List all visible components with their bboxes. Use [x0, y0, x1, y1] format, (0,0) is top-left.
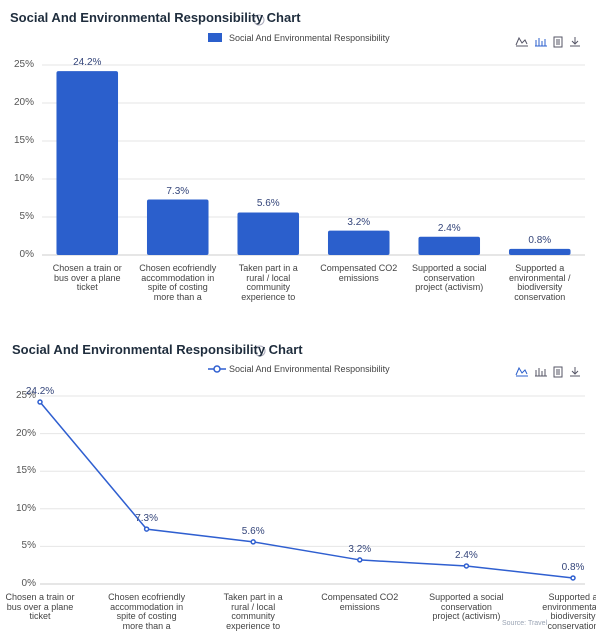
help-icon[interactable]	[253, 14, 266, 357]
x-tick-label: Supported a environmental / biodiversity…	[506, 264, 574, 302]
x-tick-label: Supported a environmental / biodiversity…	[539, 593, 596, 631]
point	[250, 539, 256, 545]
y-tick-label: 20%	[15, 427, 36, 439]
point	[143, 526, 150, 532]
line	[39, 401, 574, 579]
chart-title: Social And Environmental Responsibility …	[12, 342, 303, 357]
data-label: 3.2%	[348, 543, 372, 555]
y-tick-label: 20%	[13, 97, 34, 108]
y-tick-label: 15%	[13, 135, 34, 146]
x-tick-label: Chosen ecofriendly accommodation in spit…	[108, 593, 186, 631]
y-tick-label: 10%	[13, 173, 34, 184]
data-label: 7.3%	[166, 185, 190, 197]
chart-title: Social And Environmental Responsibility …	[10, 10, 301, 25]
bar	[508, 248, 571, 255]
data-label: 24.2%	[73, 57, 102, 69]
y-tick-label: 10%	[15, 502, 36, 514]
x-tick-label: Supported a social conservation project …	[411, 264, 487, 292]
x-tick-label: Compensated CO2 emissions	[320, 264, 398, 283]
data-label: 5.6%	[256, 198, 280, 210]
data-label: 2.4%	[437, 222, 461, 234]
bar	[237, 212, 300, 255]
toolbar[interactable]	[515, 36, 580, 378]
data-label: 2.4%	[454, 549, 478, 561]
x-tick-label: Chosen ecofriendly accommodation in spit…	[139, 264, 217, 302]
x-tick-label: Supported a social conservation project …	[429, 593, 504, 621]
data-label: 0.8%	[528, 234, 552, 246]
y-tick-label: 0%	[21, 578, 36, 589]
data-label: 0.8%	[561, 561, 585, 573]
legend-label: Social And Environmental Responsibility	[229, 364, 390, 374]
source-note: Source: Travel	[502, 620, 548, 627]
y-tick-label: 5%	[21, 540, 36, 552]
data-label: 5.6%	[241, 525, 265, 537]
bar	[418, 236, 481, 255]
y-tick-label: 0%	[19, 249, 34, 260]
point	[357, 557, 363, 563]
x-tick-label: Chosen a train or bus over a plane ticke…	[5, 593, 75, 621]
x-tick-label: Taken part in a rural / local community …	[238, 264, 298, 302]
bar	[327, 230, 390, 255]
y-tick-label: 25%	[13, 59, 34, 70]
legend-label: Social And Environmental Responsibility	[229, 33, 390, 43]
bar	[146, 199, 209, 255]
bar	[56, 71, 119, 255]
x-tick-label: Compensated CO2 emissions	[321, 593, 399, 612]
y-tick-label: 5%	[19, 211, 34, 222]
x-tick-label: Chosen a train or bus over a plane ticke…	[52, 264, 122, 292]
data-label: 7.3%	[135, 513, 158, 525]
legend-swatch	[208, 33, 222, 42]
point	[570, 575, 576, 581]
data-label: 3.2%	[347, 216, 371, 228]
legend-swatch	[213, 365, 221, 373]
point	[37, 399, 43, 405]
data-label: 24.2%	[25, 386, 55, 398]
y-tick-label: 15%	[15, 465, 36, 477]
x-tick-label: Taken part in a rural / local community …	[223, 593, 283, 631]
y-tick-label: 25%	[15, 390, 36, 401]
point	[463, 563, 470, 569]
